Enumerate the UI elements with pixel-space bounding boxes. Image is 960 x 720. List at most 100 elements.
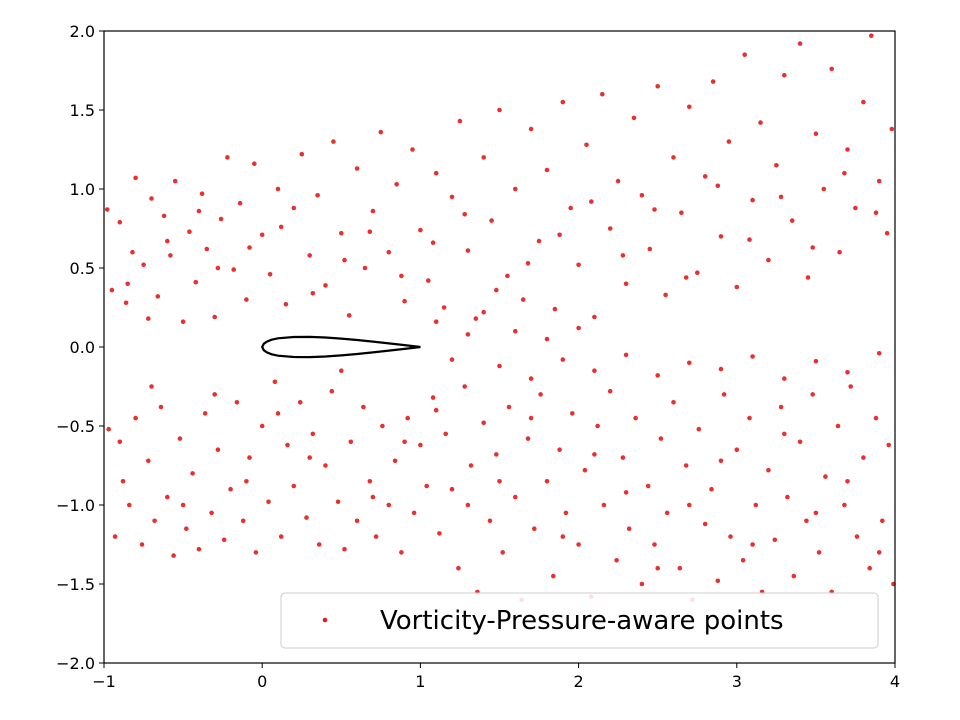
scatter-point — [696, 426, 702, 432]
scatter-point — [297, 400, 303, 405]
y-tick-label: 2.0 — [70, 22, 95, 41]
scatter-point — [392, 458, 398, 464]
scatter-point — [193, 279, 199, 285]
scatter-point — [212, 392, 217, 397]
y-tick-label: 0.0 — [70, 338, 95, 357]
scatter-point — [645, 483, 651, 489]
scatter-point — [497, 479, 502, 484]
scatter-point — [117, 439, 123, 445]
scatter-point — [789, 218, 795, 223]
scatter-point — [315, 193, 320, 198]
scatter-point — [468, 463, 474, 468]
y-tick-label: 1.0 — [70, 180, 95, 199]
scatter-point — [433, 319, 439, 325]
scatter-point — [457, 118, 463, 124]
scatter-point — [687, 360, 692, 366]
scatter-point — [180, 319, 186, 325]
scatter-point — [631, 115, 637, 121]
scatter-point — [804, 518, 809, 524]
scatter-point — [506, 404, 512, 410]
scatter-point — [782, 376, 787, 381]
scatter-point — [109, 287, 115, 293]
scatter-point — [378, 129, 384, 135]
scatter-point — [544, 336, 550, 342]
scatter-point — [842, 502, 847, 508]
scatter-point — [734, 284, 740, 290]
scatter-point — [557, 232, 562, 238]
scatter-point — [560, 99, 566, 105]
scatter-point — [601, 502, 607, 508]
scatter-point — [481, 155, 487, 160]
scatter-point — [810, 245, 815, 250]
scatter-point — [633, 415, 638, 421]
scatter-point — [168, 253, 173, 258]
scatter-point — [663, 292, 668, 298]
scatter-point — [576, 325, 581, 331]
scatter-point — [867, 565, 872, 571]
scatter-point — [354, 166, 360, 171]
scatter-point — [165, 238, 170, 244]
scatter-point — [652, 207, 657, 212]
scatter-point — [497, 363, 502, 369]
scatter-point — [104, 207, 110, 212]
scatter-point — [747, 415, 752, 421]
scatter-point — [184, 526, 189, 531]
scatter-point — [196, 546, 202, 552]
scatter-point — [813, 131, 819, 136]
scatter-point — [671, 400, 676, 405]
x-tick-label: 2 — [574, 672, 584, 691]
scatter-point — [589, 199, 594, 204]
scatter-point — [614, 558, 619, 563]
scatter-point — [437, 531, 442, 536]
scatter-point — [489, 218, 494, 223]
x-tick-label: 1 — [415, 672, 425, 691]
scatter-point — [702, 174, 708, 179]
scatter-point — [774, 163, 779, 168]
scatter-point — [715, 183, 721, 189]
scatter-point — [291, 483, 297, 489]
scatter-point — [299, 151, 305, 157]
scatter-point — [152, 518, 157, 524]
scatter-point — [177, 436, 183, 441]
scatter-point — [664, 510, 670, 516]
scatter-point — [149, 196, 154, 201]
scatter-point — [728, 534, 733, 539]
scatter-point — [726, 139, 732, 144]
scatter-point — [715, 578, 721, 584]
scatter-point — [778, 404, 784, 410]
scatter-point — [252, 161, 257, 166]
scatter-point — [310, 291, 316, 296]
scatter-point — [880, 518, 885, 524]
scatter-point — [307, 253, 313, 258]
scatter-point — [753, 502, 759, 508]
scatter-point — [411, 510, 417, 516]
y-axis: −2.0 −1.5 −1.0 −0.5 0.0 0.5 1.0 1.5 2.0 — [56, 22, 104, 673]
x-axis: −1 0 1 2 3 4 — [92, 663, 900, 691]
scatter-point — [823, 474, 828, 479]
scatter-point — [810, 392, 815, 397]
scatter-point — [683, 275, 689, 280]
scatter-point — [215, 265, 221, 271]
scatter-point — [520, 297, 526, 302]
scatter-point — [538, 392, 543, 397]
legend-box — [280, 592, 879, 649]
scatter-point — [687, 104, 692, 110]
scatter-point — [172, 178, 178, 184]
y-tick-label: −0.5 — [56, 417, 95, 436]
scatter-point — [316, 542, 322, 547]
scatter-point — [329, 388, 335, 394]
scatter-point — [399, 550, 404, 555]
scatter-point — [854, 534, 860, 539]
scatter-point — [346, 313, 352, 318]
scatter-point — [199, 191, 205, 196]
scatter-point — [247, 455, 252, 460]
scatter-point — [367, 479, 373, 484]
scatter-point — [267, 272, 273, 277]
scatter-point — [805, 275, 811, 280]
scatter-point — [402, 298, 407, 304]
scatter-point — [212, 314, 217, 320]
scatter-point — [405, 415, 411, 421]
scatter-point — [418, 442, 423, 448]
scatter-point — [552, 306, 558, 312]
